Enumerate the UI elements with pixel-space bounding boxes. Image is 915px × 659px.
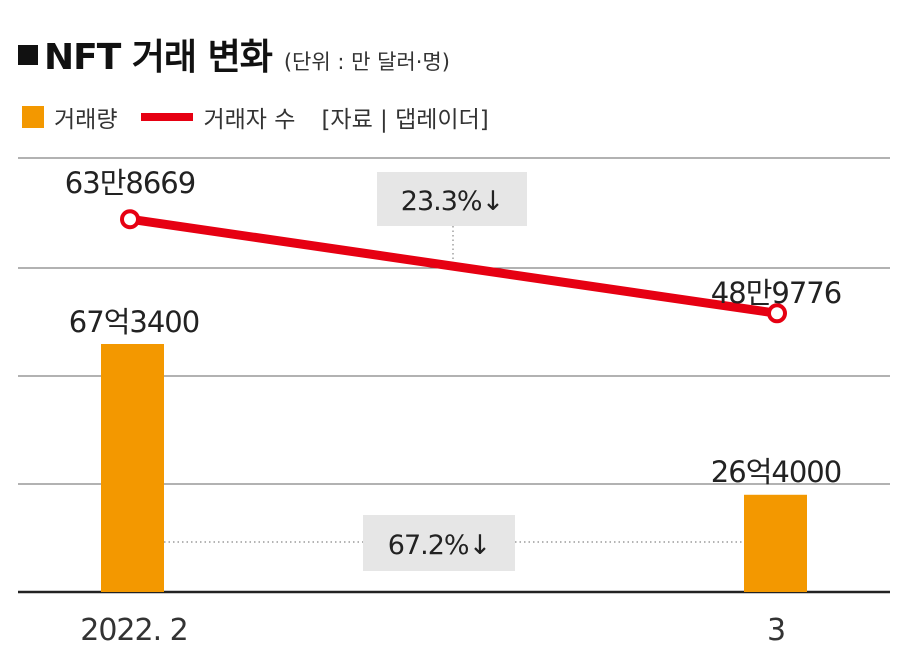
bar-change-label: 67.2%↓ xyxy=(388,530,490,561)
change-connectors xyxy=(164,226,744,543)
series-line xyxy=(125,214,782,318)
bar-series xyxy=(101,344,807,592)
unit-note: (단위 : 만 달러·명) xyxy=(283,50,450,74)
chart-title-row: NFT 거래 변화 (단위 : 만 달러·명) xyxy=(18,28,450,80)
legend-bar-label: 거래량 xyxy=(54,107,118,133)
source-note: [자료 | 댑레이더] xyxy=(321,107,489,133)
legend-bar-swatch xyxy=(22,106,44,128)
bar-change-badge xyxy=(363,515,515,571)
legend-line-label: 거래자 수 xyxy=(203,107,296,133)
bar xyxy=(744,494,807,592)
line-series xyxy=(120,209,787,324)
legend-line-swatch xyxy=(141,113,194,121)
line-change-badge xyxy=(377,172,527,226)
line-change-label: 23.3%↓ xyxy=(401,186,503,217)
line-label: 63만8669 xyxy=(65,166,195,200)
bar-label: 67억3400 xyxy=(69,305,199,339)
x-axis: 2022. 2 3 xyxy=(80,613,786,648)
chart-title: NFT 거래 변화 xyxy=(44,37,273,78)
change-badges: 23.3%↓ 67.2%↓ xyxy=(363,172,527,571)
line-label: 48만9776 xyxy=(711,276,841,310)
line-point xyxy=(767,303,787,324)
title-square-icon xyxy=(18,45,38,65)
line-point xyxy=(120,209,140,230)
legend: 거래량 거래자 수 [자료 | 댑레이더] xyxy=(22,100,489,134)
x-tick-label: 2022. 2 xyxy=(80,613,188,648)
bar-label: 26억4000 xyxy=(711,455,841,489)
data-labels: 63만8669 48만9776 67억3400 26억4000 xyxy=(65,166,842,489)
bar xyxy=(101,344,164,592)
x-tick-label: 3 xyxy=(767,613,785,648)
